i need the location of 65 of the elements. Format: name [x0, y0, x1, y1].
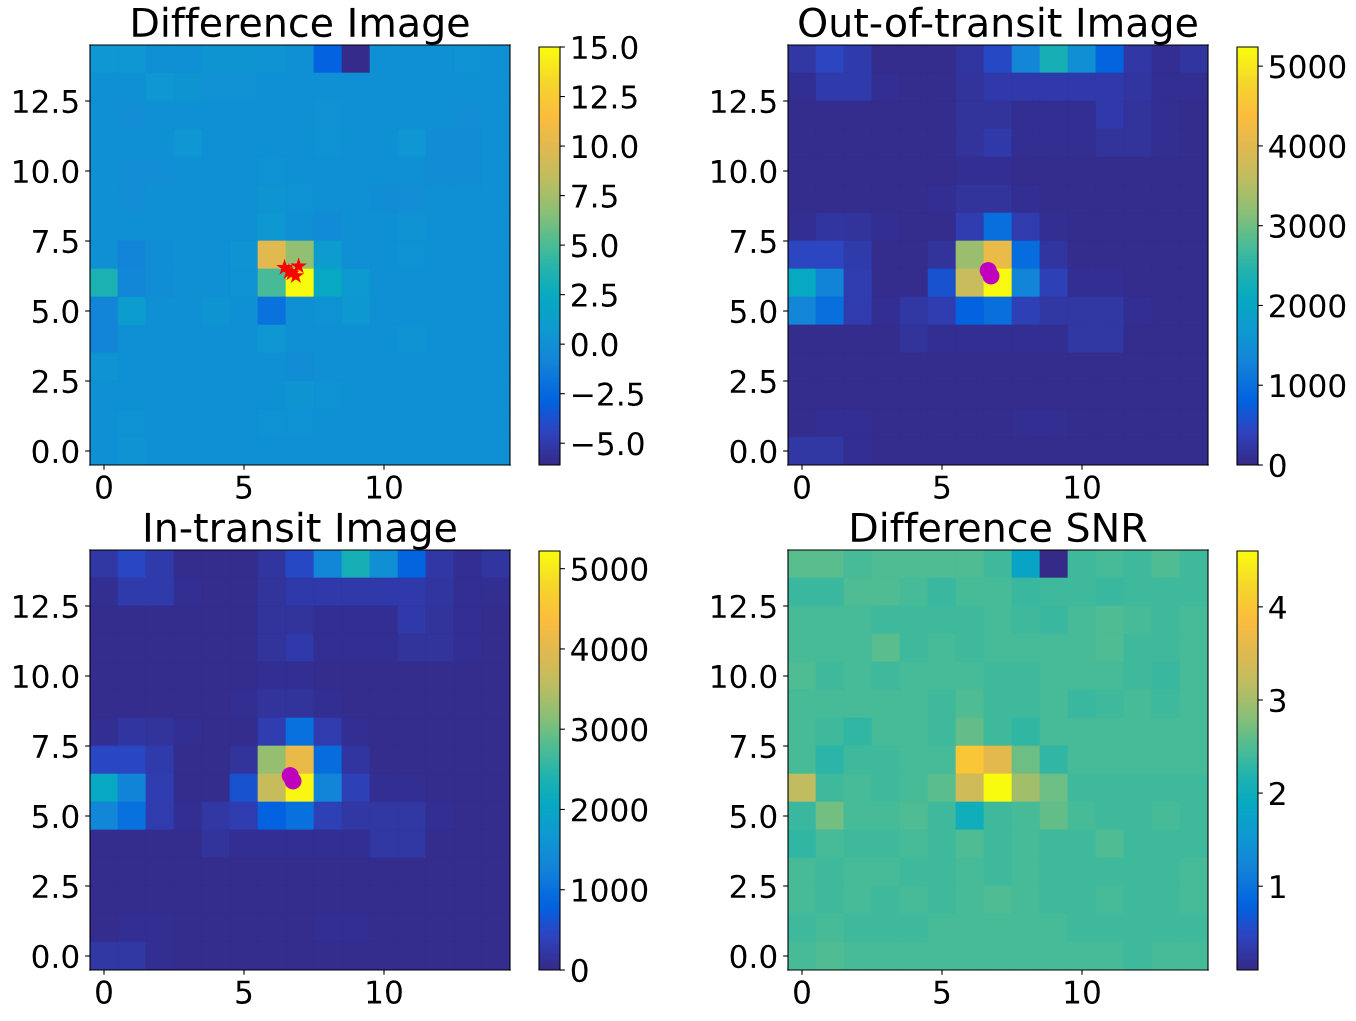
x-tick-label: 0	[96, 980, 112, 1004]
x-tick-label: 10	[367, 475, 402, 499]
color-bar-label: 5000	[572, 557, 648, 581]
color-bar-label: 3	[1270, 688, 1286, 713]
y-tick-label: 5.0	[730, 299, 777, 324]
color-bar-label: 2000	[572, 798, 648, 822]
y-tick-label: 10.0	[712, 664, 777, 689]
y-tick-label: 10.0	[14, 664, 79, 689]
y-tick-label: 10.0	[712, 159, 777, 184]
x-tick-label: 10	[1065, 980, 1100, 1004]
x-tick-label: 0	[96, 475, 112, 499]
color-bar-label: 2000	[1270, 294, 1346, 318]
color-bar-label: 1000	[573, 878, 648, 903]
y-tick-label: 12.5	[14, 594, 78, 619]
y-tick-label: 7.5	[33, 230, 78, 254]
y-tick-label: 2.5	[32, 874, 78, 899]
color-bar-label: 12.5	[573, 85, 637, 109]
color-bar-label: 4	[1269, 595, 1286, 619]
color-bar-label: 1	[1271, 875, 1285, 899]
y-tick-label: 7.5	[33, 735, 78, 759]
chart-title: Out-of-transit Image	[799, 6, 1197, 45]
color-bar-label: 3000	[1270, 214, 1346, 238]
color-bar-label: 4000	[1269, 134, 1346, 159]
y-tick-label: 2.5	[32, 369, 78, 394]
color-bar-label: 4000	[571, 637, 648, 662]
x-tick-label: 5	[934, 475, 950, 499]
color-bar-label: −2.5	[573, 382, 643, 406]
chart-title: Difference Image	[133, 6, 469, 45]
x-tick-label: 0	[794, 475, 810, 499]
color-bar-label: 5000	[1270, 54, 1346, 79]
y-tick-label: 12.5	[14, 89, 78, 114]
y-tick-label: 12.5	[712, 89, 776, 114]
color-bar-label: 0	[1269, 453, 1286, 478]
y-tick-label: 5.0	[32, 299, 79, 324]
chart-title: Difference SNR	[852, 511, 1147, 543]
chart-title: In-transit Image	[145, 511, 456, 550]
y-tick-label: 7.5	[731, 735, 776, 759]
x-tick-label: 5	[236, 980, 252, 1004]
color-bar-label: 1000	[1271, 373, 1346, 398]
color-bar-label: 2.5	[572, 283, 617, 307]
y-tick-label: 0.0	[730, 439, 777, 464]
x-tick-label: 0	[794, 980, 810, 1004]
y-tick-label: 0.0	[32, 944, 79, 969]
color-bar-label: −5.0	[573, 431, 644, 456]
x-tick-label: 5	[934, 980, 950, 1004]
color-bar-label: 10.0	[573, 134, 638, 159]
y-tick-label: 0.0	[32, 439, 79, 464]
color-bar-label: 0.0	[571, 332, 618, 357]
color-bar-label: 2	[1270, 781, 1285, 805]
y-tick-label: 10.0	[14, 159, 79, 184]
y-tick-label: 5.0	[32, 804, 79, 829]
y-tick-label: 2.5	[730, 874, 776, 899]
color-bar-label: 0	[571, 958, 588, 983]
x-tick-label: 5	[236, 475, 252, 499]
x-tick-label: 10	[1065, 475, 1100, 499]
y-tick-label: 5.0	[730, 804, 777, 829]
color-bar-label: 7.5	[572, 184, 617, 208]
y-tick-label: 7.5	[731, 230, 776, 254]
color-bar-label: 15.0	[573, 35, 638, 60]
y-tick-label: 2.5	[730, 369, 776, 394]
x-tick-label: 10	[367, 980, 402, 1004]
y-tick-label: 0.0	[730, 944, 777, 969]
color-bar-label: 5.0	[572, 233, 618, 258]
color-bar-label: 3000	[572, 717, 648, 742]
y-tick-label: 12.5	[712, 594, 776, 619]
